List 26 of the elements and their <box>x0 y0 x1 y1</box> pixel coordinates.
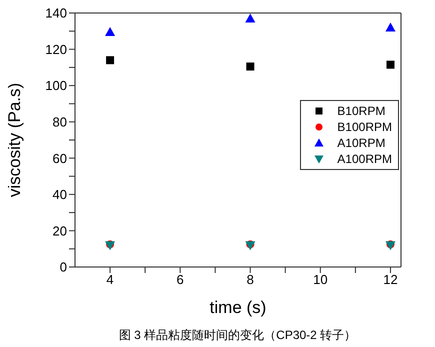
y-tick-label: 40 <box>52 187 67 202</box>
y-tick-label: 100 <box>45 78 67 94</box>
x-tick-label: 4 <box>106 272 114 288</box>
x-tick-label: 6 <box>176 272 184 288</box>
y-tick-label: 20 <box>52 223 67 238</box>
point <box>386 60 394 69</box>
y-tick-label: 0 <box>60 260 67 275</box>
caption: 图 3 样品粘度随时间的变化（CP30-2 转子） <box>118 327 358 344</box>
legend-label: B100RPM <box>337 120 392 134</box>
point <box>105 27 116 36</box>
y-axis-title: viscosity (Pa.s) <box>5 82 24 198</box>
point <box>245 13 256 22</box>
y-tick-label: 120 <box>45 42 67 57</box>
y-tick-label: 140 <box>45 6 67 21</box>
point <box>246 62 254 71</box>
point <box>385 22 396 32</box>
x-axis-title: time (s) <box>210 298 266 317</box>
x-tick-label: 12 <box>383 272 398 288</box>
x-tick-label: 8 <box>246 272 254 288</box>
x-tick-label: 10 <box>313 272 328 288</box>
point <box>106 56 114 64</box>
y-tick-label: 80 <box>52 114 67 130</box>
legend-label: A100RPM <box>337 152 392 166</box>
legend-label: B10RPM <box>337 104 386 118</box>
legend-label: A10RPM <box>337 136 386 150</box>
y-tick-label: 60 <box>52 150 67 166</box>
